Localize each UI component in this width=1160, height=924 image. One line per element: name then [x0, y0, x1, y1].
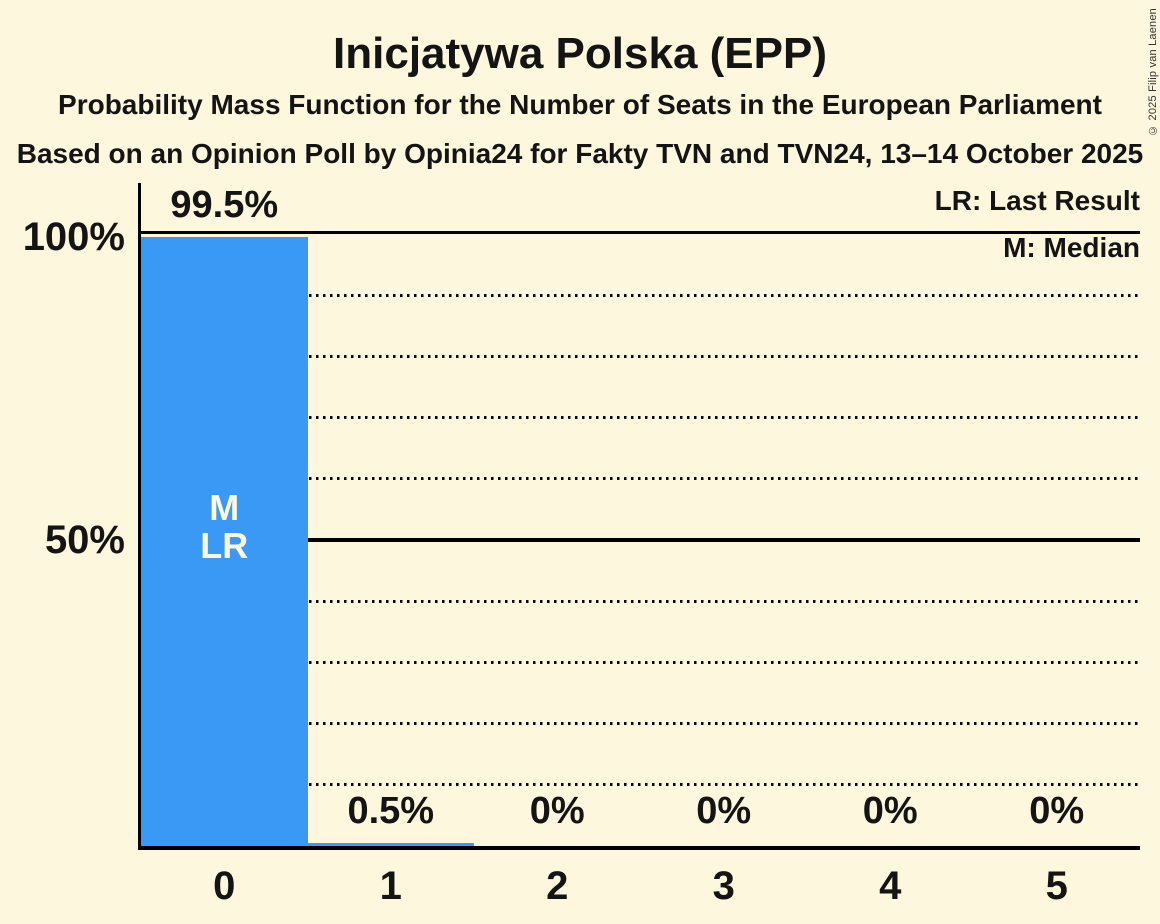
- x-axis-line: [138, 846, 1140, 850]
- chart-subtitle: Probability Mass Function for the Number…: [58, 89, 1102, 120]
- y-axis-label-100: 100%: [22, 215, 125, 259]
- value-label-seat-4: 0%: [862, 790, 918, 832]
- gridline-dotted-30: [141, 660, 1140, 664]
- x-tick-label-2: 2: [546, 864, 569, 908]
- bar-seat-1: [307, 842, 474, 846]
- y-axis-line: [138, 183, 141, 850]
- gridline-dotted-80: [141, 354, 1140, 358]
- chart-title: Inicjatywa Polska (EPP): [333, 29, 827, 78]
- gridline-solid-100: [141, 231, 1140, 234]
- legend-last-result: LR: Last Result: [934, 185, 1140, 216]
- plot-area: M LR 99.5% 0.5% 0% 0% 0% 0%: [141, 184, 1140, 846]
- gridline-dotted-40: [141, 599, 1140, 603]
- chart-source-line: Based on an Opinion Poll by Opinia24 for…: [16, 138, 1144, 169]
- value-label-seat-0: 99.5%: [170, 184, 279, 227]
- x-tick-label-0: 0: [213, 864, 236, 908]
- bar-annotation-line: LR: [200, 524, 249, 566]
- gridline-dotted-10: [141, 783, 1140, 787]
- x-tick-label-4: 4: [879, 864, 902, 908]
- gridline-solid-50: [141, 538, 1140, 542]
- copyright-notice: © 2025 Filip van Laenen: [1147, 8, 1159, 136]
- bar-annotation-line: M: [209, 486, 240, 528]
- bar-annotation-seat-0: M LR: [141, 237, 308, 816]
- value-label-seat-2: 0%: [529, 790, 585, 832]
- bar-seat-0: [141, 237, 308, 846]
- gridline-dotted-60: [141, 477, 1140, 481]
- gridline-dotted-90: [141, 293, 1140, 297]
- y-axis-label-50: 50%: [44, 518, 125, 562]
- gridline-dotted-70: [141, 416, 1140, 420]
- value-label-seat-3: 0%: [696, 790, 752, 832]
- x-tick-label-5: 5: [1045, 864, 1068, 908]
- x-tick-label-3: 3: [712, 864, 735, 908]
- value-label-seat-1: 0.5%: [347, 789, 435, 832]
- legend-median: M: Median: [1003, 232, 1140, 263]
- value-label-seat-5: 0%: [1029, 790, 1085, 832]
- gridline-dotted-20: [141, 722, 1140, 726]
- x-tick-label-1: 1: [379, 864, 402, 908]
